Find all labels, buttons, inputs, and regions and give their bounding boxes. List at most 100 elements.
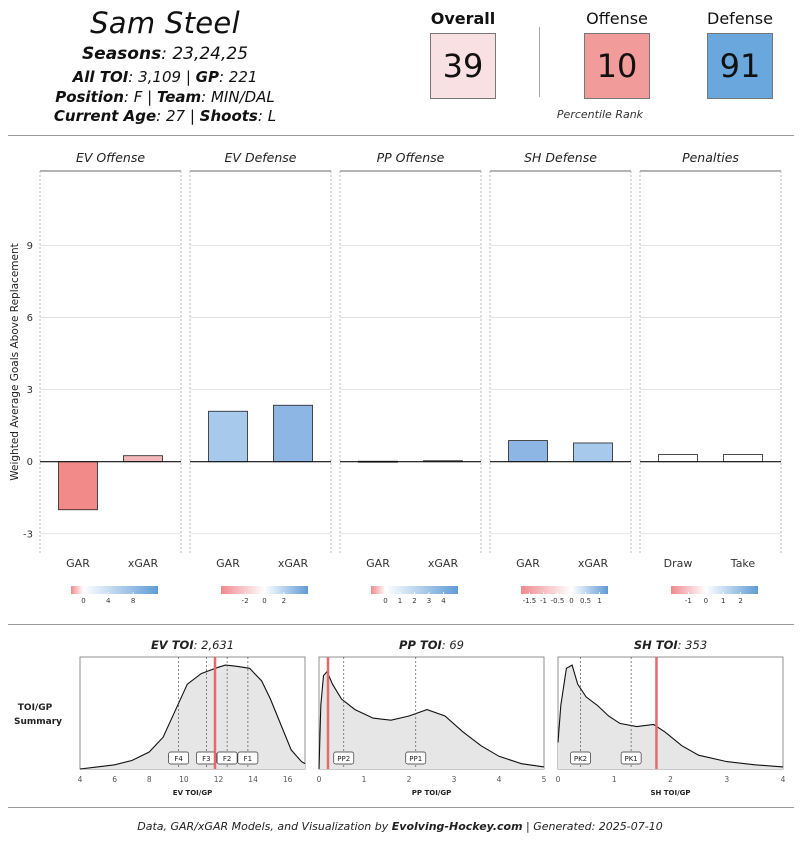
legend-colorbar [521, 586, 608, 594]
x-tick-label: 5 [542, 775, 547, 784]
x-tick-label: 2 [668, 775, 673, 784]
y-tick-label: -3 [23, 529, 33, 540]
legend-colorbar [221, 586, 308, 594]
legend-tick-label: 1 [721, 597, 725, 605]
density-area [319, 671, 544, 769]
x-axis-label: EV TOI/GP [173, 789, 212, 797]
offense-rank-value: 10 [584, 33, 650, 99]
x-tick-label: 0 [317, 775, 322, 784]
footer-credit: Data, GAR/xGAR Models, and Visualization… [137, 820, 663, 833]
player-position-team: Position: F | Team: MIN/DAL [55, 88, 275, 106]
section-divider [8, 624, 794, 625]
x-tick-label: 3 [452, 775, 457, 784]
rank-divider [539, 27, 540, 97]
legend-tick-label: 1 [597, 597, 601, 605]
line-marker-box [168, 751, 190, 765]
line-marker-label: F4 [174, 755, 183, 763]
y-tick-label: 0 [27, 457, 33, 468]
summary-label-2: Summary [14, 717, 62, 727]
x-tick-label: 16 [283, 775, 293, 784]
legend-tick-label: -2 [242, 597, 249, 605]
gar-bar-chart: Weighted Average Goals Above Replacement… [9, 150, 782, 605]
legend-colorbar [71, 586, 158, 594]
legend-tick-label: 4 [106, 597, 111, 605]
gar-panel: EV Defense GAR xGAR -2 0 2 [189, 150, 332, 605]
bar-gar [508, 440, 548, 463]
legend-tick-label: 2 [282, 597, 286, 605]
legend-tick-label: 4 [441, 597, 446, 605]
y-tick-label: 9 [27, 241, 33, 252]
legend-tick-label: 0 [262, 597, 266, 605]
legend-tick-label: 0 [704, 597, 708, 605]
gar-panel: EV Offense GAR xGAR 0 4 8 [39, 150, 182, 605]
line-marker-label: F2 [223, 755, 231, 763]
density-line [318, 670, 545, 770]
defense-rank-value: 91 [707, 33, 773, 99]
x-category-label: GAR [516, 557, 540, 570]
x-category-label: GAR [66, 557, 90, 570]
x-tick-label: 2 [407, 775, 412, 784]
x-tick-label: 8 [147, 775, 152, 784]
x-category-label: xGAR [278, 557, 309, 570]
x-tick-label: 14 [248, 775, 258, 784]
toi-panel-title: EV TOI: 2,631 [151, 638, 234, 652]
legend-tick-label: -1 [685, 597, 692, 605]
line-marker-label: PK1 [624, 755, 637, 763]
player-toi-gp: All TOI: 3,109 | GP: 221 [72, 68, 258, 86]
bar-xgar [273, 404, 313, 463]
line-marker-box [195, 751, 217, 765]
gar-panel: SH Defense GAR xGAR -1.5 -1 -0.5 0 0.5 1 [489, 150, 632, 605]
bar-xgar [573, 442, 613, 463]
y-tick-label: 6 [27, 313, 33, 324]
legend-tick-label: -0.5 [551, 597, 565, 605]
bar-take [723, 454, 763, 463]
x-tick-label: 4 [78, 775, 83, 784]
x-tick-label: 6 [112, 775, 117, 784]
x-tick-label: 3 [724, 775, 729, 784]
x-category-label: GAR [216, 557, 240, 570]
line-marker-label: PP1 [409, 755, 422, 763]
x-tick-label: 1 [612, 775, 617, 784]
toi-panel: PP TOI: 69 PP2 PP1 0 1 2 3 4 5 PP TOI/GP [317, 638, 547, 797]
offense-rank-label: Offense [586, 9, 648, 28]
x-category-label: Draw [664, 557, 693, 570]
x-tick-label: 12 [214, 775, 224, 784]
toi-panel: SH TOI: 353 PK2 PK1 0 1 2 3 4 SH TOI/GP [556, 638, 786, 797]
panel-title: EV Offense [76, 150, 145, 165]
legend-tick-label: -1 [540, 597, 547, 605]
player-age-shoots: Current Age: 27 | Shoots: L [53, 107, 277, 125]
legend-tick-label: 0 [569, 597, 573, 605]
legend-colorbar [371, 586, 458, 594]
legend-tick-label: 0 [81, 597, 85, 605]
line-marker-box [216, 751, 238, 765]
line-marker-label: PP2 [337, 755, 350, 763]
density-area [80, 665, 305, 769]
footer-divider [8, 807, 794, 808]
x-tick-label: 4 [497, 775, 502, 784]
x-category-label: GAR [366, 557, 390, 570]
panel-title: EV Defense [225, 150, 297, 165]
overall-rank-value: 39 [430, 33, 496, 99]
gar-panel: Penalties Draw Take -1 0 1 2 [639, 150, 782, 605]
bar-gar [208, 410, 248, 463]
percentile-rank-caption: Percentile Rank [556, 108, 644, 121]
bar-xgar [123, 455, 163, 463]
player-seasons: Seasons: 23,24,25 [81, 44, 249, 64]
legend-tick-label: 0 [383, 597, 387, 605]
panel-title: Penalties [682, 150, 739, 165]
line-marker-label: F1 [244, 755, 252, 763]
x-category-label: xGAR [428, 557, 459, 570]
legend-colorbar [671, 586, 758, 594]
density-area [558, 665, 783, 769]
x-tick-label: 1 [362, 775, 367, 784]
line-marker-label: F3 [202, 755, 210, 763]
y-axis-label: Weighted Average Goals Above Replacement [9, 243, 21, 481]
header-divider [8, 135, 794, 136]
x-axis-label: PP TOI/GP [412, 789, 451, 797]
x-tick-label: 0 [556, 775, 561, 784]
legend-tick-label: 8 [131, 597, 135, 605]
legend-tick-label: 2 [412, 597, 416, 605]
density-line [557, 664, 784, 768]
legend-tick-label: 0.5 [580, 597, 591, 605]
